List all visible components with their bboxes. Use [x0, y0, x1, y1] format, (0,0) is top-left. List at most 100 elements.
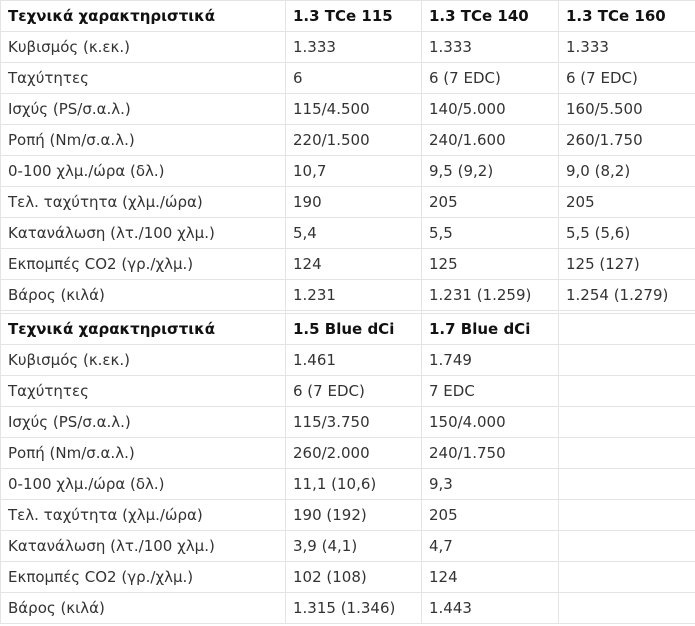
spec-label-cell: Τελ. ταχύτητα (χλμ./ώρα)	[0, 186, 286, 218]
spec-value-cell: 5,5 (5,6)	[558, 217, 695, 249]
section-header-row: Τεχνικά χαρακτηριστικά 1.3 TCe 115 1.3 TCe…	[0, 0, 695, 32]
spec-value-cell: 240/1.750	[421, 437, 559, 469]
spec-value-cell: 124	[285, 248, 422, 280]
spec-value-cell: 150/4.000	[421, 406, 559, 438]
spec-value-cell: 5,5	[421, 217, 559, 249]
spec-value-cell: 1.333	[558, 31, 695, 63]
table-row: 0-100 χλμ./ώρα (δλ.) 11,1 (10,6) 9,3	[0, 468, 695, 500]
header-model-cell: 1.7 Blue dCi	[421, 313, 559, 345]
spec-value-cell: 1.231	[285, 279, 422, 311]
table-row: Ισχύς (PS/σ.α.λ.) 115/4.500 140/5.000 160/5…	[0, 93, 695, 125]
spec-value-cell: 260/1.750	[558, 124, 695, 156]
spec-value-cell: 10,7	[285, 155, 422, 187]
spec-value-cell: 205	[421, 186, 559, 218]
spec-value-cell: 115/3.750	[285, 406, 422, 438]
spec-value-cell: 6 (7 EDC)	[285, 375, 422, 407]
header-model-cell	[558, 313, 695, 345]
spec-label-cell: Εκπομπές CO2 (γρ./χλμ.)	[0, 561, 286, 593]
table-row: Κυβισμός (κ.εκ.) 1.333 1.333 1.333	[0, 31, 695, 63]
spec-value-cell: 124	[421, 561, 559, 593]
spec-label-cell: Κατανάλωση (λτ./100 χλμ.)	[0, 217, 286, 249]
header-label-cell: Τεχνικά χαρακτηριστικά	[0, 0, 286, 32]
spec-value-cell: 1.333	[285, 31, 422, 63]
spec-value-cell	[558, 406, 695, 438]
spec-value-cell	[558, 437, 695, 469]
spec-label-cell: Ταχύτητες	[0, 62, 286, 94]
header-model-cell: 1.3 TCe 160	[558, 0, 695, 32]
spec-value-cell: 220/1.500	[285, 124, 422, 156]
table-row: Κατανάλωση (λτ./100 χλμ.) 5,4 5,5 5,5 (5,6)	[0, 217, 695, 249]
table-row: 0-100 χλμ./ώρα (δλ.) 10,7 9,5 (9,2) 9,0 (8,…	[0, 155, 695, 187]
spec-value-cell: 1.231 (1.259)	[421, 279, 559, 311]
spec-value-cell: 125	[421, 248, 559, 280]
spec-value-cell	[558, 499, 695, 531]
spec-label-cell: Ταχύτητες	[0, 375, 286, 407]
spec-value-cell: 6 (7 EDC)	[421, 62, 559, 94]
spec-value-cell: 125 (127)	[558, 248, 695, 280]
spec-value-cell	[558, 592, 695, 624]
spec-label-cell: Κατανάλωση (λτ./100 χλμ.)	[0, 530, 286, 562]
spec-value-cell: 190	[285, 186, 422, 218]
spec-value-cell: 205	[558, 186, 695, 218]
spec-value-cell: 102 (108)	[285, 561, 422, 593]
spec-value-cell: 9,5 (9,2)	[421, 155, 559, 187]
spec-value-cell: 4,7	[421, 530, 559, 562]
table-row: Εκπομπές CO2 (γρ./χλμ.) 102 (108) 124	[0, 561, 695, 593]
section-header-row: Τεχνικά χαρακτηριστικά 1.5 Blue dCi 1.7 Bl…	[0, 313, 695, 345]
spec-value-cell: 1.315 (1.346)	[285, 592, 422, 624]
spec-value-cell: 140/5.000	[421, 93, 559, 125]
spec-value-cell: 1.443	[421, 592, 559, 624]
table-row: Ροπή (Nm/σ.α.λ.) 260/2.000 240/1.750	[0, 437, 695, 469]
spec-value-cell	[558, 561, 695, 593]
table-row: Ροπή (Nm/σ.α.λ.) 220/1.500 240/1.600 260/1.…	[0, 124, 695, 156]
table-row: Βάρος (κιλά) 1.315 (1.346) 1.443	[0, 592, 695, 624]
spec-label-cell: Εκπομπές CO2 (γρ./χλμ.)	[0, 248, 286, 280]
table-row: Τελ. ταχύτητα (χλμ./ώρα) 190 (192) 205	[0, 499, 695, 531]
spec-value-cell: 6	[285, 62, 422, 94]
header-model-cell: 1.5 Blue dCi	[285, 313, 422, 345]
spec-value-cell: 190 (192)	[285, 499, 422, 531]
table-row: Κατανάλωση (λτ./100 χλμ.) 3,9 (4,1) 4,7	[0, 530, 695, 562]
spec-label-cell: 0-100 χλμ./ώρα (δλ.)	[0, 468, 286, 500]
spec-label-cell: Βάρος (κιλά)	[0, 592, 286, 624]
table-row: Ταχύτητες 6 (7 EDC) 7 EDC	[0, 375, 695, 407]
spec-value-cell: 115/4.500	[285, 93, 422, 125]
table-row: Ισχύς (PS/σ.α.λ.) 115/3.750 150/4.000	[0, 406, 695, 438]
spec-value-cell: 6 (7 EDC)	[558, 62, 695, 94]
spec-value-cell	[558, 375, 695, 407]
spec-value-cell	[558, 468, 695, 500]
header-model-cell: 1.3 TCe 140	[421, 0, 559, 32]
spec-value-cell: 7 EDC	[421, 375, 559, 407]
spec-label-cell: 0-100 χλμ./ώρα (δλ.)	[0, 155, 286, 187]
spec-value-cell: 260/2.000	[285, 437, 422, 469]
table-row: Ταχύτητες 6 6 (7 EDC) 6 (7 EDC)	[0, 62, 695, 94]
spec-label-cell: Ισχύς (PS/σ.α.λ.)	[0, 406, 286, 438]
spec-label-cell: Ροπή (Nm/σ.α.λ.)	[0, 124, 286, 156]
spec-value-cell: 11,1 (10,6)	[285, 468, 422, 500]
table-row: Τελ. ταχύτητα (χλμ./ώρα) 190 205 205	[0, 186, 695, 218]
spec-value-cell: 205	[421, 499, 559, 531]
spec-value-cell: 1.333	[421, 31, 559, 63]
spec-value-cell: 1.254 (1.279)	[558, 279, 695, 311]
spec-value-cell	[558, 530, 695, 562]
spec-label-cell: Ροπή (Nm/σ.α.λ.)	[0, 437, 286, 469]
table-row: Εκπομπές CO2 (γρ./χλμ.) 124 125 125 (127)	[0, 248, 695, 280]
spec-value-cell: 160/5.500	[558, 93, 695, 125]
spec-label-cell: Κυβισμός (κ.εκ.)	[0, 344, 286, 376]
spec-label-cell: Τελ. ταχύτητα (χλμ./ώρα)	[0, 499, 286, 531]
spec-label-cell: Κυβισμός (κ.εκ.)	[0, 31, 286, 63]
spec-label-cell: Βάρος (κιλά)	[0, 279, 286, 311]
spec-value-cell: 3,9 (4,1)	[285, 530, 422, 562]
spec-value-cell: 240/1.600	[421, 124, 559, 156]
spec-value-cell: 1.461	[285, 344, 422, 376]
spec-value-cell: 1.749	[421, 344, 559, 376]
header-model-cell: 1.3 TCe 115	[285, 0, 422, 32]
spec-label-cell: Ισχύς (PS/σ.α.λ.)	[0, 93, 286, 125]
spec-value-cell: 5,4	[285, 217, 422, 249]
spec-value-cell	[558, 344, 695, 376]
spec-value-cell: 9,3	[421, 468, 559, 500]
table-row: Βάρος (κιλά) 1.231 1.231 (1.259) 1.254 (1.2…	[0, 279, 695, 311]
header-label-cell: Τεχνικά χαρακτηριστικά	[0, 313, 286, 345]
